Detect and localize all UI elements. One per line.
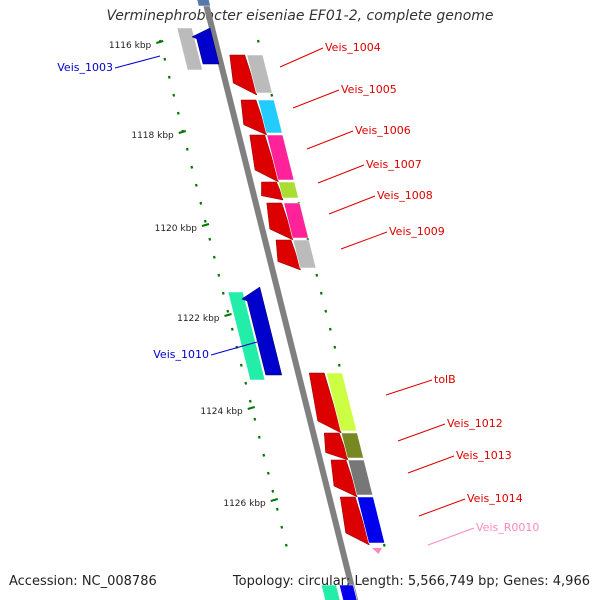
scale-dot (185, 147, 189, 151)
scale-label-2: 1120 kbp (155, 224, 198, 234)
scale-dot (262, 453, 266, 457)
scale-dot (275, 507, 279, 511)
gene-label-veis-1014: Veis_1014 (467, 492, 523, 505)
cog-block-veis-1013 (347, 459, 374, 496)
scale-dot (280, 525, 284, 529)
scale-dot (194, 183, 198, 187)
leader-line-veis-1004 (279, 47, 324, 68)
scale-dot (248, 399, 252, 403)
cog-block-veis-1010 (227, 291, 266, 381)
scale-dot (208, 237, 212, 241)
rna-arrow-veis-r0010 (372, 548, 382, 554)
scale-dot (271, 489, 275, 493)
cog-block-veis-1009 (292, 239, 317, 269)
scale-dot (217, 273, 221, 277)
scale-dot (163, 57, 167, 61)
scale-tick (270, 498, 279, 502)
gene-label-veis-1006: Veis_1006 (355, 124, 411, 137)
cog-block-veis-1004 (246, 54, 273, 94)
scale-tick (201, 223, 210, 227)
backbone-line (201, 0, 359, 600)
scale-dot (172, 93, 176, 97)
scale-label-5: 1126 kbp (223, 499, 266, 509)
inner-scale-dots (158, 39, 288, 547)
scale-label-3: 1122 kbp (177, 314, 220, 324)
leader-line-veis-1014 (418, 498, 466, 517)
scale-dot (253, 417, 257, 421)
leader-line-veis-r0010 (427, 527, 475, 546)
gene-label-veis-1004: Veis_1004 (325, 41, 381, 54)
gene-arrow-veis-1010 (241, 286, 283, 376)
cog-block-partial-bottom (320, 584, 341, 600)
scale-tick (155, 40, 164, 44)
scale-dot (319, 291, 323, 295)
cog-block-veis-1012 (340, 432, 364, 459)
gene-label-veis-1007: Veis_1007 (366, 158, 422, 171)
gene-label-tolb: tolB (434, 373, 456, 386)
cog-block-veis-1005 (257, 99, 283, 134)
leader-line-tolb (385, 379, 433, 396)
scale-dot (256, 39, 260, 43)
scale-dot (333, 345, 337, 349)
gene-label-veis-1005: Veis_1005 (341, 83, 397, 96)
scale-dot (315, 273, 319, 277)
scale-dot (257, 435, 261, 439)
scale-dot (382, 543, 386, 547)
genome-summary-label: Topology: circular; Length: 5,566,749 bp… (232, 574, 590, 589)
scale-label-4: 1124 kbp (200, 407, 243, 417)
leader-line-veis-1007 (317, 164, 365, 184)
leader-line-veis-1008 (328, 195, 376, 215)
scale-dot (190, 165, 194, 169)
leader-line-veis-1012 (397, 423, 446, 442)
accession-label: Accession: NC_008786 (9, 574, 157, 589)
leader-line-veis-1006 (306, 130, 354, 150)
leader-line-veis-1003 (114, 55, 161, 69)
scale-dot (199, 201, 203, 205)
gene-label-veis-1012: Veis_1012 (447, 417, 503, 430)
cog-block-veis-1007 (278, 181, 299, 199)
scale-dot (176, 111, 180, 115)
cog-block-partial-top (196, 0, 211, 7)
scale-dot (221, 291, 225, 295)
scale-dot (230, 327, 234, 331)
gene-label-veis-1008: Veis_1008 (377, 189, 433, 202)
scale-tick (247, 406, 256, 410)
scale-dot (328, 327, 332, 331)
scale-dot (270, 93, 274, 97)
scale-dot (324, 309, 328, 313)
scale-tick (224, 313, 232, 317)
scale-label-0: 1116 kbp (109, 41, 152, 51)
cog-block-tolb (325, 372, 358, 432)
scale-tick (178, 130, 187, 134)
leader-line-veis-1005 (292, 89, 340, 109)
leader-line-veis-1013 (407, 455, 455, 474)
cog-block-veis-1008 (283, 202, 309, 239)
scale-dot (203, 219, 207, 223)
scale-dot (284, 543, 288, 547)
gene-block-partial-bottom (338, 584, 358, 600)
scale-dot (226, 309, 230, 313)
gene-label-veis-1013: Veis_1013 (456, 449, 512, 462)
cog-block-veis-1006 (266, 134, 295, 181)
gene-label-veis-1009: Veis_1009 (389, 225, 445, 238)
gene-label-veis-r0010: Veis_R0010 (476, 521, 539, 534)
cog-block-veis-1014 (356, 496, 386, 544)
gene-label-veis-1010: Veis_1010 (153, 348, 209, 361)
leader-line-veis-1009 (340, 231, 388, 250)
scale-dot (244, 381, 248, 385)
cog-block-veis-1003 (176, 27, 203, 71)
scale-dot (266, 471, 270, 475)
leader-line-veis-1010 (210, 341, 258, 356)
gene-arrow-veis-1003 (191, 27, 220, 65)
scale-dot (337, 363, 341, 367)
gene-label-veis-1003: Veis_1003 (57, 61, 113, 74)
scale-dot (167, 75, 171, 79)
scale-dot (239, 363, 243, 367)
scale-label-1: 1118 kbp (131, 131, 174, 141)
scale-dot (212, 255, 216, 259)
map-title: Verminephrobacter eiseniae EF01-2, compl… (106, 8, 494, 24)
